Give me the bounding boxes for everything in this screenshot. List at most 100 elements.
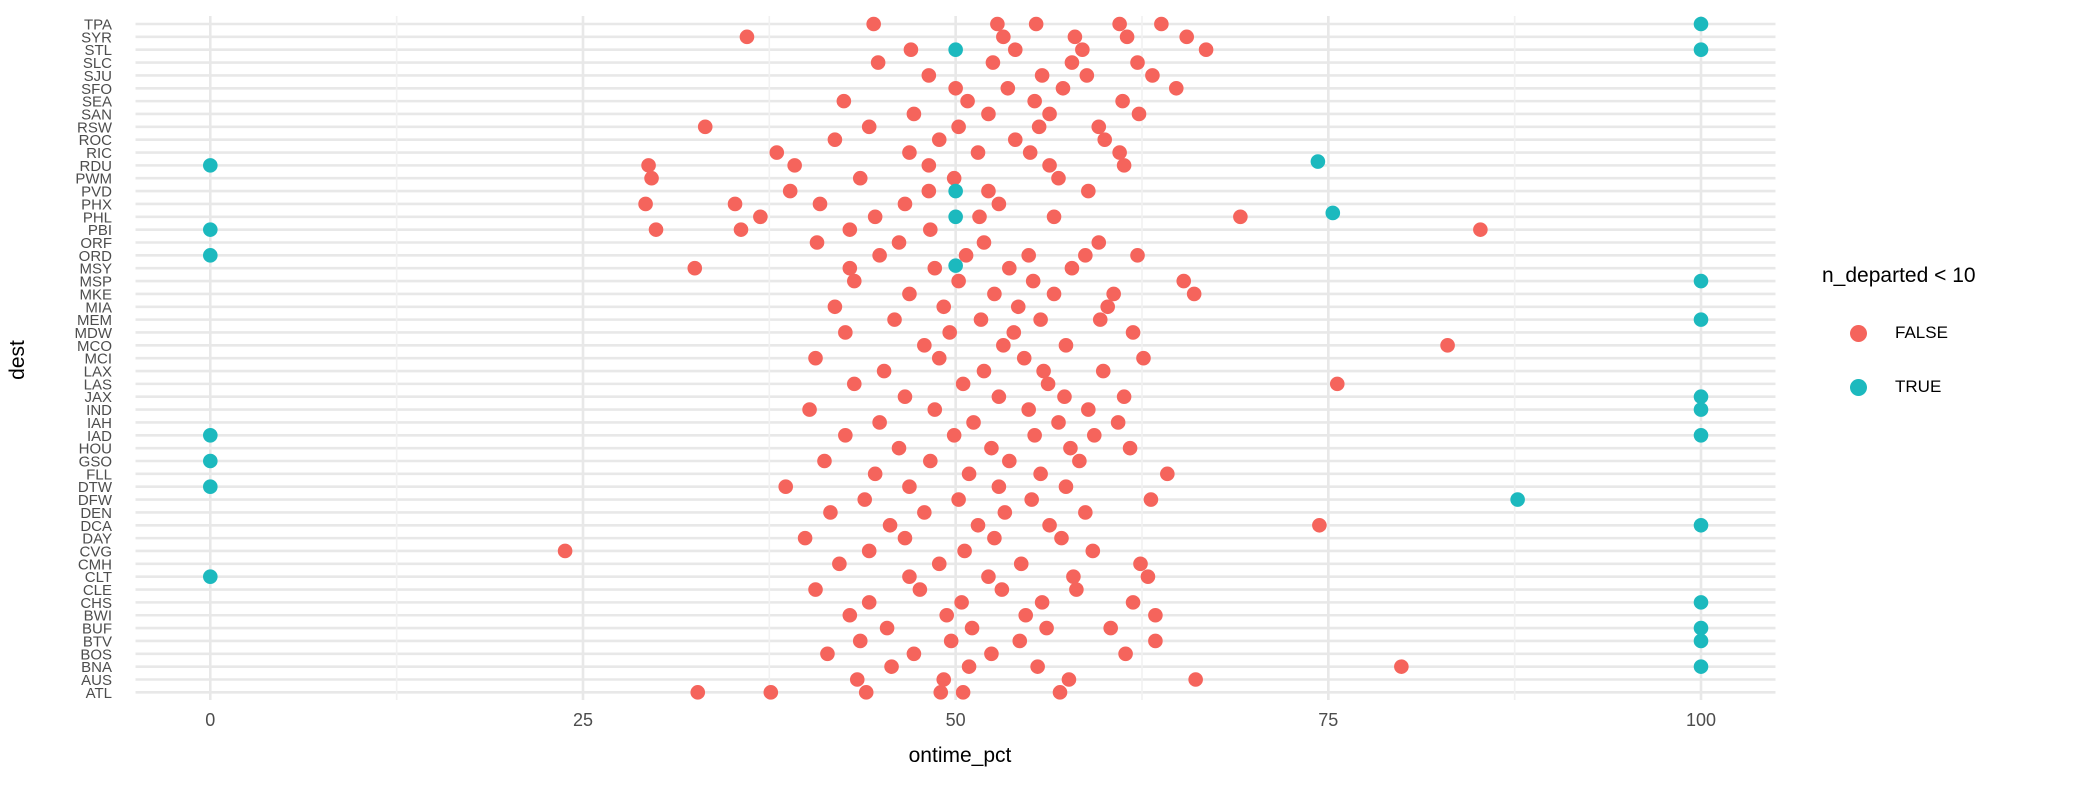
y-tick-label: MIA xyxy=(85,299,112,316)
y-tick-label: MSY xyxy=(79,261,112,278)
data-point-false xyxy=(976,363,992,379)
data-point-false xyxy=(1329,376,1345,392)
y-tick-label: BTV xyxy=(83,633,112,650)
y-tick-label: RDU xyxy=(80,158,113,175)
data-point-false xyxy=(1078,248,1093,263)
data-point-false xyxy=(973,312,989,327)
data-point-false xyxy=(697,119,713,135)
data-point-false xyxy=(1116,158,1132,173)
y-tick-label: SAN xyxy=(81,106,112,123)
y-axis-title: dest xyxy=(6,340,29,380)
data-point-false xyxy=(1046,209,1062,225)
data-point-false xyxy=(1440,338,1455,353)
data-point-false xyxy=(842,222,858,237)
data-point-false xyxy=(872,248,887,263)
data-point-true xyxy=(203,248,218,263)
data-point-false xyxy=(897,196,913,212)
legend: n_departed < 10 FALSE TRUE xyxy=(1822,264,2092,424)
data-point-false xyxy=(1028,16,1044,32)
data-point-false xyxy=(638,196,653,212)
y-tick-label: IAH xyxy=(87,415,112,432)
y-tick-label: JAX xyxy=(84,389,112,406)
y-tick-label: IAD xyxy=(87,428,112,445)
y-tick-label: CHS xyxy=(80,595,112,612)
data-point-false xyxy=(984,646,999,662)
data-point-false xyxy=(1066,569,1081,584)
data-point-false xyxy=(727,196,743,212)
data-point-false xyxy=(946,427,962,443)
y-tick-label: ATL xyxy=(86,685,112,702)
y-tick-label: AUS xyxy=(81,672,112,689)
data-point-false xyxy=(1024,492,1039,507)
data-point-false xyxy=(997,505,1013,520)
y-tick-label: PWM xyxy=(75,171,112,188)
data-point-false xyxy=(1097,132,1113,147)
data-point-false xyxy=(1042,158,1057,173)
data-point-false xyxy=(782,183,798,199)
data-point-false xyxy=(981,569,996,584)
data-point-false xyxy=(957,543,972,559)
y-tick-label: MCO xyxy=(77,338,112,355)
data-point-false xyxy=(970,517,986,533)
data-point-false xyxy=(846,376,862,392)
data-point-false xyxy=(1010,299,1026,315)
data-point-false xyxy=(1118,646,1133,662)
data-point-false xyxy=(1034,595,1050,610)
legend-label-true: TRUE xyxy=(1895,377,1942,396)
data-point-false xyxy=(876,363,892,379)
data-point-false xyxy=(1160,466,1175,482)
data-point-false xyxy=(891,235,907,250)
y-tick-label: DEN xyxy=(80,505,112,522)
data-point-true xyxy=(1510,492,1525,507)
data-point-false xyxy=(1006,325,1022,340)
data-point-false xyxy=(1039,620,1054,636)
data-point-false xyxy=(936,299,952,315)
data-point-false xyxy=(1042,517,1057,533)
data-point-true xyxy=(203,222,218,237)
y-tick-label: IND xyxy=(86,402,112,419)
y-tick-label: PHX xyxy=(81,196,112,213)
data-point-false xyxy=(1057,389,1072,405)
data-point-false xyxy=(802,402,817,417)
data-point-false xyxy=(1092,312,1108,327)
data-point-false xyxy=(861,119,877,135)
y-tick-label: DAY xyxy=(82,531,112,548)
y-tick-label: SYR xyxy=(81,29,112,46)
data-point-false xyxy=(970,145,986,160)
data-point-false xyxy=(1040,376,1056,392)
data-point-false xyxy=(644,170,659,186)
data-point-false xyxy=(961,659,977,674)
data-point-false xyxy=(954,595,969,610)
data-point-false xyxy=(923,222,938,237)
y-tick-label: PBI xyxy=(88,222,112,239)
data-point-false xyxy=(951,273,966,289)
data-point-true xyxy=(1693,427,1709,443)
y-tick-label: SFO xyxy=(81,81,112,98)
data-point-false xyxy=(996,338,1011,353)
data-point-false xyxy=(902,479,917,495)
data-point-false xyxy=(1012,633,1028,649)
data-point-false xyxy=(1168,80,1184,96)
data-point-false xyxy=(861,543,877,559)
data-point-false xyxy=(867,466,883,482)
legend-item-true: TRUE xyxy=(1822,370,2092,404)
data-point-false xyxy=(917,338,932,353)
x-axis-title: ontime_pct xyxy=(908,744,1012,767)
data-point-false xyxy=(1058,479,1074,495)
data-point-false xyxy=(1148,633,1163,649)
data-point-false xyxy=(987,286,1002,302)
data-point-true xyxy=(1693,659,1709,674)
data-point-false xyxy=(966,415,981,430)
data-point-false xyxy=(1027,427,1042,443)
y-tick-label: MEM xyxy=(77,312,112,329)
data-point-false xyxy=(985,55,1001,70)
data-point-true xyxy=(1693,389,1709,405)
data-point-false xyxy=(1061,672,1077,687)
data-point-false xyxy=(1033,312,1048,327)
data-point-false xyxy=(984,440,999,456)
y-tick-label: MDW xyxy=(75,325,113,342)
data-point-false xyxy=(808,350,823,366)
data-point-false xyxy=(1081,402,1096,417)
data-point-true xyxy=(203,427,218,443)
data-point-true xyxy=(203,158,218,173)
